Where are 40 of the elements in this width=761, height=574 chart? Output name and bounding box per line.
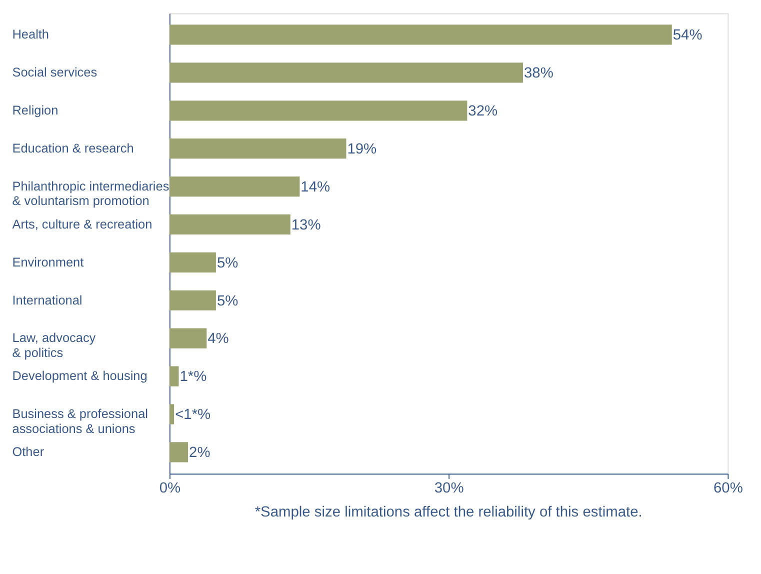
bar [169, 138, 346, 159]
bar [169, 62, 524, 83]
y-tick-label: Education & research [12, 140, 134, 156]
y-tick-label: Law, advocacy & politics [12, 330, 96, 360]
data-label: 1*% [180, 369, 207, 386]
y-tick-label: Environment [12, 254, 84, 270]
y-tick-label: Business & professional associations & unions [12, 406, 148, 436]
bar [169, 214, 290, 235]
bar [169, 442, 188, 462]
data-label: 38% [524, 66, 554, 82]
data-label: 54% [672, 28, 702, 44]
text: *Sample size limitations affect the reliability of this estimate. [254, 504, 642, 521]
bar [169, 290, 216, 310]
data-label: 4% [208, 331, 229, 348]
x-tick-label: 30% [434, 480, 464, 497]
bar [169, 328, 207, 348]
bar [169, 366, 179, 386]
bar [169, 176, 300, 197]
data-label: 13% [291, 217, 321, 234]
x-tick-label: 0% [159, 480, 181, 497]
bar [169, 100, 468, 121]
data-label: 5% [216, 293, 238, 310]
data-label: 14% [300, 179, 330, 196]
x-tick-label: 60% [713, 480, 743, 497]
data-label: <1*% [175, 407, 211, 424]
data-label: 32% [468, 104, 498, 120]
data-label: 5% [216, 255, 238, 272]
bar [169, 404, 174, 424]
y-tick-label: Other [12, 444, 45, 460]
bar [169, 252, 216, 272]
data-label: 2% [189, 445, 210, 462]
y-tick-label: Religion [12, 102, 58, 118]
y-tick-label: Arts, culture & recreation [12, 216, 152, 232]
y-tick-label: Development & housing [12, 368, 148, 384]
y-tick-label: Social services [12, 64, 98, 80]
y-tick-label: Philanthropic intermediaries & voluntarism promotion [12, 178, 170, 208]
bar [169, 24, 672, 45]
data-label: 19% [347, 141, 377, 158]
y-tick-label: Health [12, 26, 50, 42]
y-tick-label: International [12, 292, 82, 308]
